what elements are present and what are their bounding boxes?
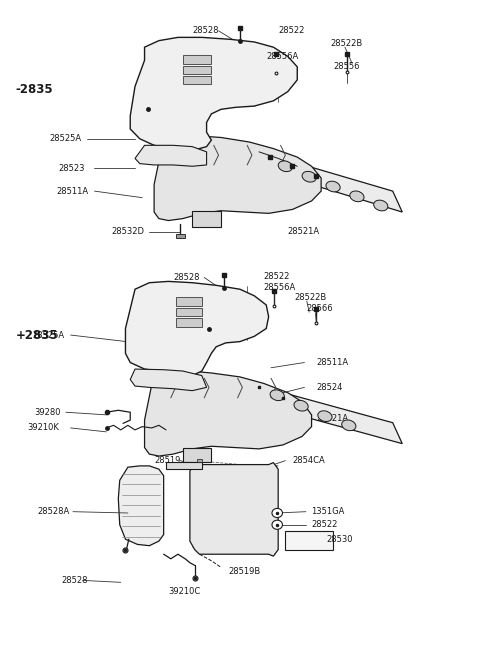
Text: 28523: 28523: [59, 164, 85, 173]
Text: 28522: 28522: [278, 26, 304, 35]
Ellipse shape: [326, 181, 340, 192]
Text: 28528: 28528: [61, 576, 87, 585]
Text: 28525A: 28525A: [49, 134, 81, 143]
Text: 28528A: 28528A: [37, 507, 70, 516]
Polygon shape: [130, 369, 206, 391]
Polygon shape: [183, 66, 211, 74]
Polygon shape: [176, 235, 185, 238]
Text: 28566: 28566: [307, 304, 334, 313]
Polygon shape: [183, 447, 211, 462]
Text: 28519: 28519: [154, 456, 180, 465]
Text: 28556A: 28556A: [264, 283, 296, 292]
Polygon shape: [285, 532, 333, 550]
Text: 28521A: 28521A: [316, 415, 348, 423]
Ellipse shape: [270, 390, 284, 401]
Text: -2835: -2835: [16, 83, 53, 96]
Polygon shape: [135, 145, 206, 166]
Text: 39210K: 39210K: [28, 424, 60, 432]
Text: 28524: 28524: [316, 383, 343, 392]
Polygon shape: [250, 384, 402, 443]
Text: 28519B: 28519B: [228, 568, 260, 576]
Text: 28522: 28522: [312, 520, 338, 530]
Ellipse shape: [272, 520, 282, 530]
Text: +2835: +2835: [16, 328, 59, 342]
Ellipse shape: [318, 411, 332, 422]
Text: 28556: 28556: [333, 62, 360, 72]
Text: 28511A: 28511A: [56, 187, 88, 196]
Polygon shape: [130, 37, 297, 150]
Text: 39210C: 39210C: [168, 587, 201, 596]
Text: 28532D: 28532D: [111, 227, 144, 236]
Polygon shape: [192, 211, 221, 227]
Polygon shape: [176, 307, 202, 316]
Text: 39280: 39280: [35, 408, 61, 417]
Text: 28522B: 28522B: [295, 292, 327, 302]
Polygon shape: [176, 318, 202, 327]
Ellipse shape: [294, 400, 308, 411]
Text: 28525A: 28525A: [33, 330, 64, 340]
Ellipse shape: [278, 161, 292, 171]
Polygon shape: [183, 76, 211, 85]
Ellipse shape: [373, 200, 388, 211]
Polygon shape: [125, 281, 269, 376]
Polygon shape: [166, 462, 202, 469]
Text: 1351GA: 1351GA: [312, 507, 345, 516]
Text: 28528: 28528: [173, 273, 200, 282]
Text: 28511A: 28511A: [316, 358, 348, 367]
Text: 28530: 28530: [326, 535, 352, 543]
Text: 28522: 28522: [264, 271, 290, 281]
Polygon shape: [118, 466, 164, 546]
Text: 28528: 28528: [192, 26, 219, 35]
Text: 28556A: 28556A: [266, 53, 299, 62]
Polygon shape: [144, 371, 312, 456]
Ellipse shape: [342, 420, 356, 431]
Polygon shape: [197, 459, 202, 462]
Polygon shape: [259, 152, 402, 212]
Text: 28522B: 28522B: [331, 39, 363, 49]
Text: 2854CA: 2854CA: [292, 456, 325, 465]
Ellipse shape: [350, 191, 364, 202]
Ellipse shape: [272, 509, 282, 518]
Polygon shape: [190, 463, 278, 556]
Polygon shape: [183, 55, 211, 64]
Polygon shape: [176, 297, 202, 306]
Text: 28521A: 28521A: [288, 227, 320, 236]
Polygon shape: [154, 135, 321, 221]
Ellipse shape: [302, 171, 316, 182]
